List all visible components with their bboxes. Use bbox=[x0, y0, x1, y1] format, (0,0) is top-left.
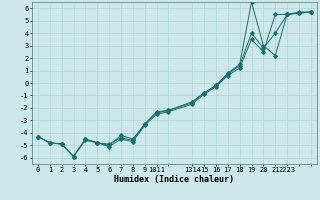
X-axis label: Humidex (Indice chaleur): Humidex (Indice chaleur) bbox=[115, 175, 234, 184]
